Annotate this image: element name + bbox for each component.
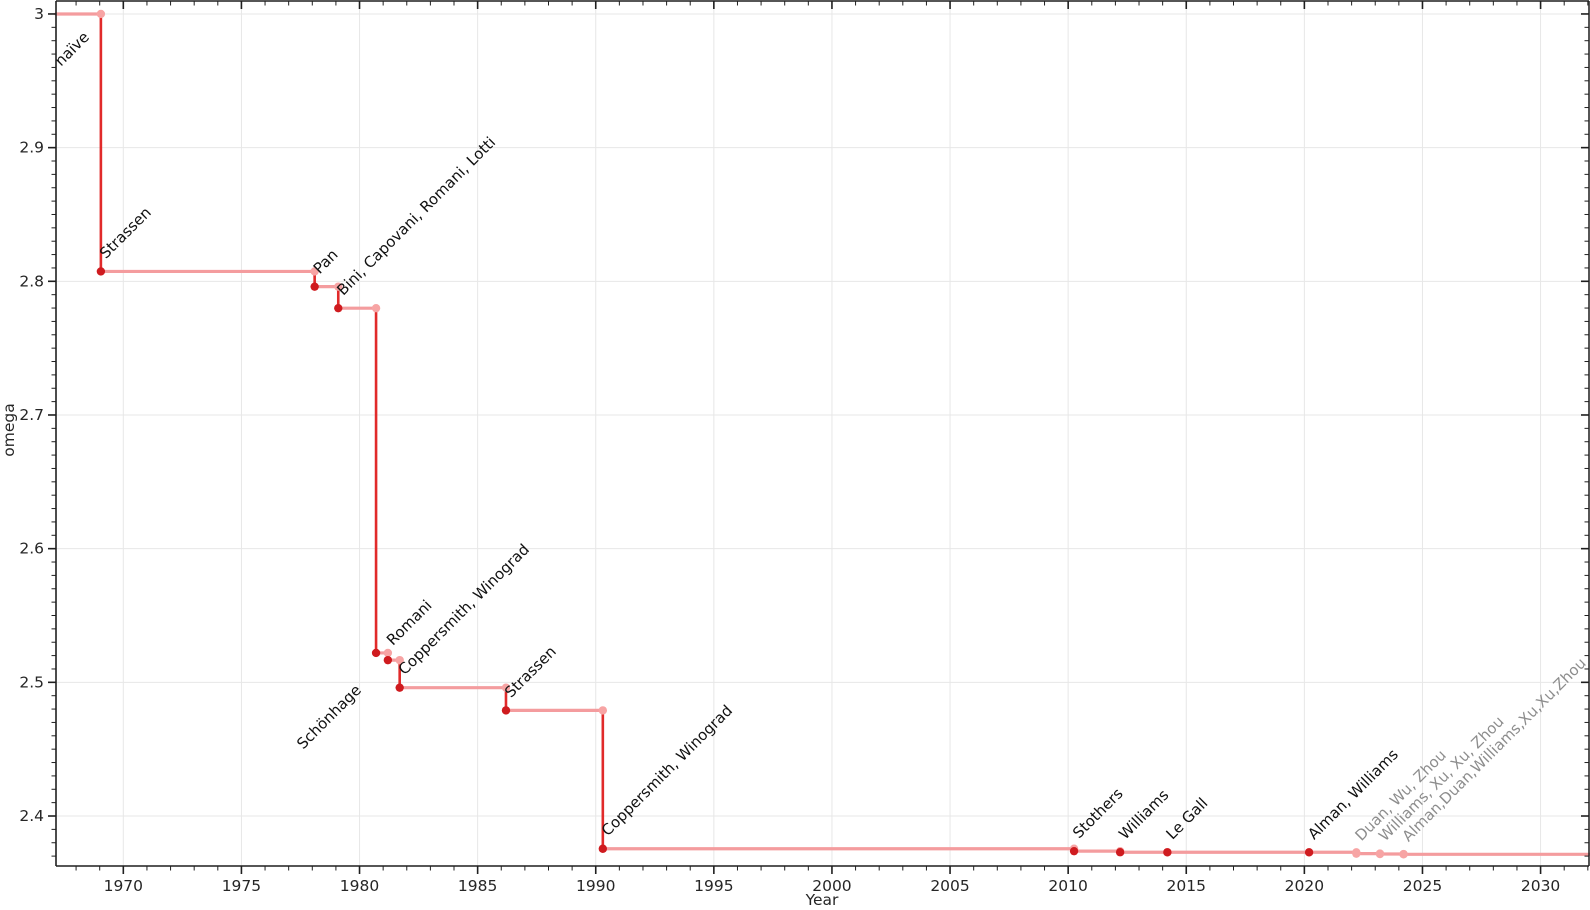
tick-labels-layer: 1970 1975 1980 1985 1990 1995 2000 2005 2010 2015…: [19, 5, 1560, 895]
y-tick-label: 2.8: [19, 272, 44, 290]
x-tick-label: 2010: [1048, 877, 1087, 895]
data-point: [1304, 848, 1314, 857]
x-tick-label: 1970: [104, 877, 143, 895]
data-point: [1115, 848, 1125, 857]
point-label: naïve: [51, 28, 93, 70]
step-top-point: [395, 655, 404, 665]
y-tick-label: 2.9: [19, 139, 44, 157]
x-tick-label: 2005: [930, 877, 969, 895]
step-top-point: [371, 303, 381, 313]
data-point: [1399, 850, 1408, 859]
x-axis-label: Year: [805, 891, 839, 909]
point-label: Williams: [1115, 786, 1172, 843]
x-tick-label: 1985: [458, 877, 497, 895]
point-label: Coppersmith, Winograd: [598, 701, 736, 839]
step-top-point: [334, 282, 343, 291]
data-point: [395, 683, 404, 692]
grid-layer: [56, 1, 1589, 866]
data-point: [96, 267, 106, 276]
x-tick-label: 1990: [576, 877, 615, 895]
y-tick-label: 2.5: [19, 673, 44, 691]
data-point: [371, 648, 381, 658]
x-tick-label: 2030: [1521, 877, 1560, 895]
y-tick-label: 2.7: [19, 406, 44, 424]
x-tick-label: 1975: [222, 877, 261, 895]
data-point: [501, 706, 511, 715]
data-point: [1352, 849, 1361, 858]
y-axis-label: omega: [0, 403, 18, 456]
x-tick-label: 2025: [1403, 877, 1442, 895]
data-point: [310, 282, 319, 291]
data-points-layer: [96, 9, 1408, 859]
ticks-layer: [48, 1, 1589, 874]
axes-layer: [55, 0, 1590, 867]
data-point: [598, 844, 608, 853]
step-line-series: [54, 12, 1590, 856]
point-label: Le Gall: [1162, 794, 1211, 843]
x-tick-label: 2020: [1285, 877, 1324, 895]
x-tick-label: 2015: [1167, 877, 1206, 895]
y-tick-label: 2.4: [19, 807, 44, 825]
data-point: [1069, 846, 1079, 856]
data-point: [334, 303, 343, 313]
point-label: Williams, Xu, Xu, Zhou: [1375, 712, 1508, 845]
x-tick-label: 1995: [694, 877, 733, 895]
data-point: [1163, 848, 1172, 857]
step-top-point: [383, 648, 393, 658]
step-top-point: [598, 706, 608, 715]
data-point: [1375, 849, 1385, 859]
x-tick-label: 1980: [340, 877, 379, 895]
data-point: [383, 655, 393, 665]
y-tick-label: 2.6: [19, 540, 44, 558]
y-tick-label: 3: [34, 5, 44, 23]
point-label: Schönhage: [293, 681, 365, 753]
step-top-point: [310, 267, 319, 276]
point-label: Strassen: [501, 642, 560, 701]
step-top-point: [96, 9, 106, 19]
step-top-point: [501, 683, 511, 692]
point-label: Bini, Capovani, Romani, Lotti: [333, 133, 499, 299]
point-label: Strassen: [96, 203, 155, 262]
x-tick-label: 2000: [812, 877, 851, 895]
